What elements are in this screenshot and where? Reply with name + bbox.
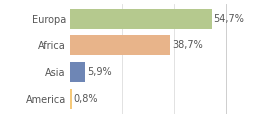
Text: 5,9%: 5,9%	[87, 67, 111, 77]
Bar	[70, 89, 72, 109]
Text: 54,7%: 54,7%	[213, 14, 244, 24]
Text: 38,7%: 38,7%	[172, 40, 203, 50]
Bar	[70, 9, 212, 29]
Bar	[70, 62, 85, 82]
Text: 0,8%: 0,8%	[74, 94, 98, 104]
Bar	[70, 35, 171, 55]
